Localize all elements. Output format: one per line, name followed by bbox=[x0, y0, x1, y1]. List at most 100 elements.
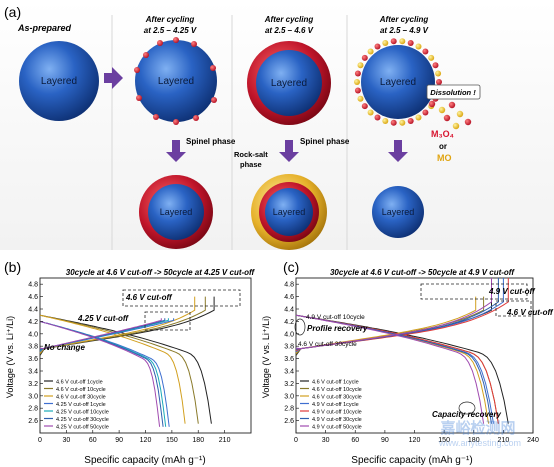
y-tick-label: 4.0 bbox=[28, 331, 38, 338]
y-tick-label: 4.6 bbox=[284, 294, 294, 301]
y-tick-label: 3.8 bbox=[28, 344, 38, 351]
surface-dot bbox=[435, 70, 442, 77]
series-discharge-curve bbox=[39, 320, 161, 427]
legend-label: 4.6 V cut-off 1cycle bbox=[312, 379, 359, 385]
surface-dot bbox=[399, 119, 406, 126]
chart-c: (c) 30cycle at 4.6 V cut-off -> 50cycle … bbox=[261, 259, 554, 466]
legend-label: 4.25 V cut-off 30cycle bbox=[56, 417, 109, 423]
y-tick-label: 3.4 bbox=[284, 369, 294, 376]
col3-arrow-label: Spinel phase bbox=[300, 137, 350, 146]
legend-label: 4.25 V cut-off 10cycle bbox=[56, 409, 109, 415]
x-tick-label: 0 bbox=[294, 437, 298, 444]
col2-bottom-core bbox=[148, 184, 204, 240]
watermark: 嘉峪检测网 www.anytesting.com bbox=[438, 419, 521, 448]
y-tick-label: 4.6 bbox=[28, 294, 38, 301]
x-tick-label: 60 bbox=[351, 437, 359, 444]
x-tick-label: 150 bbox=[166, 437, 178, 444]
col4-dissolved-dots bbox=[428, 100, 472, 130]
legend-label: 4.9 V cut-off 30cycle bbox=[312, 417, 362, 423]
legend-label: 4.6 V cut-off 10cycle bbox=[312, 387, 362, 393]
y-tick-label: 4.2 bbox=[284, 319, 294, 326]
y-tick-label: 3.8 bbox=[284, 344, 294, 351]
col2-down-arrow bbox=[166, 140, 186, 162]
legend-label: 4.6 V cut-off 10cycle bbox=[56, 387, 106, 393]
legend-label: 4.9 V cut-off 1cycle bbox=[312, 402, 359, 408]
surface-dot bbox=[422, 48, 429, 55]
chart-b-xticks: 0 30 60 90 120 150 180 210 bbox=[38, 430, 231, 444]
surface-dot bbox=[367, 109, 374, 116]
col4-particle bbox=[361, 45, 435, 119]
y-tick-label: 4.8 bbox=[284, 282, 294, 289]
chart-c-xticks: 0 30 60 90 120 150 180 210 240 bbox=[294, 430, 539, 444]
surface-dot bbox=[357, 95, 364, 102]
series-discharge-curve bbox=[295, 314, 485, 424]
x-tick-label: 0 bbox=[38, 437, 42, 444]
surface-dot bbox=[407, 40, 414, 46]
col3-side-label-2: phase bbox=[240, 160, 262, 169]
y-tick-label: 4.2 bbox=[28, 319, 38, 326]
x-tick-label: 150 bbox=[438, 437, 450, 444]
surface-dot bbox=[390, 119, 397, 126]
chart-b-ylabel: Voltage (V vs. Li⁺/Li) bbox=[5, 316, 15, 398]
chart-b-box-46 bbox=[122, 289, 241, 307]
chart-c-annotation-46: 4.6 V cut-off bbox=[506, 308, 554, 317]
surface-dot bbox=[382, 40, 389, 46]
col2-title-1: After cycling bbox=[145, 15, 195, 24]
chart-b-annotation-425: 4.25 V cut-off bbox=[77, 314, 129, 323]
x-tick-label: 180 bbox=[192, 437, 204, 444]
col3-down-arrow bbox=[279, 140, 299, 162]
chart-c-capacity-ellipse bbox=[458, 401, 476, 415]
x-tick-label: 30 bbox=[322, 437, 330, 444]
y-tick-label: 3.6 bbox=[28, 356, 38, 363]
y-tick-label: 4.4 bbox=[284, 307, 294, 314]
x-tick-label: 210 bbox=[498, 437, 510, 444]
chart-c-legend: 4.6 V cut-off 1cycle 4.6 V cut-off 10cycl… bbox=[300, 379, 362, 430]
col2-arrow-label: Spinel phase bbox=[186, 137, 236, 146]
chart-c-ylabel: Voltage (V vs. Li⁺/Li) bbox=[261, 316, 271, 398]
y-tick-label: 3.2 bbox=[28, 381, 38, 388]
y-tick-label: 2.6 bbox=[284, 418, 294, 425]
y-tick-label: 2.8 bbox=[284, 406, 294, 413]
col2-surface-dots bbox=[134, 37, 217, 125]
chart-b-box-425 bbox=[144, 311, 191, 331]
surface-dot bbox=[354, 87, 361, 94]
legend-label: 4.25 V cut-off 1cycle bbox=[56, 402, 106, 408]
surface-dot bbox=[399, 38, 406, 45]
surface-dot bbox=[374, 43, 381, 50]
y-tick-label: 2.6 bbox=[28, 418, 38, 425]
chart-b-xlabel: Specific capacity (mAh g⁻¹) bbox=[84, 455, 205, 466]
surface-dot bbox=[432, 62, 439, 69]
surface-dot bbox=[357, 62, 364, 69]
col4-core-label: Layered bbox=[380, 77, 416, 88]
x-tick-label: 120 bbox=[140, 437, 152, 444]
col4-down-arrow bbox=[388, 140, 408, 162]
y-tick-label: 3.6 bbox=[284, 356, 294, 363]
chart-c-annotation-capacity: Capacity recovery bbox=[432, 410, 501, 419]
watermark-text-1: 嘉峪检测网 bbox=[439, 419, 515, 437]
surface-dot bbox=[436, 79, 442, 85]
col3-side-label-1: Rock-salt bbox=[234, 150, 268, 159]
col3-title-1: After cycling bbox=[264, 15, 314, 24]
col4-bottom-particle bbox=[372, 186, 424, 238]
y-tick-label: 2.8 bbox=[28, 406, 38, 413]
chart-c-annotation-46-30cycle: 4.6 V cut-off 30cycle bbox=[298, 341, 357, 348]
col2-bottom-label: Layered bbox=[160, 207, 193, 217]
surface-dot bbox=[374, 114, 381, 121]
legend-label: 4.9 V cut-off 10cycle bbox=[312, 409, 362, 415]
y-tick-label: 4.4 bbox=[28, 307, 38, 314]
series-charge-curve bbox=[39, 318, 162, 350]
col3-bottom-label: Layered bbox=[273, 207, 306, 217]
chart-b: (b) 30cycle at 4.6 V cut-off -> 50cycle … bbox=[4, 259, 256, 466]
chart-c-box-46 bbox=[495, 300, 532, 317]
chart-c-annotation-49-10cycle: 4.9 V cut-off 10cycle bbox=[306, 314, 365, 321]
col2-particle bbox=[135, 40, 217, 122]
chart-c-annotation-49: 4.9 V cut-off bbox=[488, 287, 536, 296]
y-tick-label: 4.0 bbox=[284, 331, 294, 338]
x-tick-label: 120 bbox=[409, 437, 421, 444]
surface-dot bbox=[390, 38, 397, 45]
chart-c-series-layer bbox=[295, 278, 509, 424]
x-tick-label: 30 bbox=[62, 437, 70, 444]
chart-c-plot-area bbox=[295, 277, 534, 434]
panel-a: (a) As-prepared Layered After cycling at… bbox=[0, 0, 554, 250]
col3-bottom-core bbox=[265, 188, 313, 236]
